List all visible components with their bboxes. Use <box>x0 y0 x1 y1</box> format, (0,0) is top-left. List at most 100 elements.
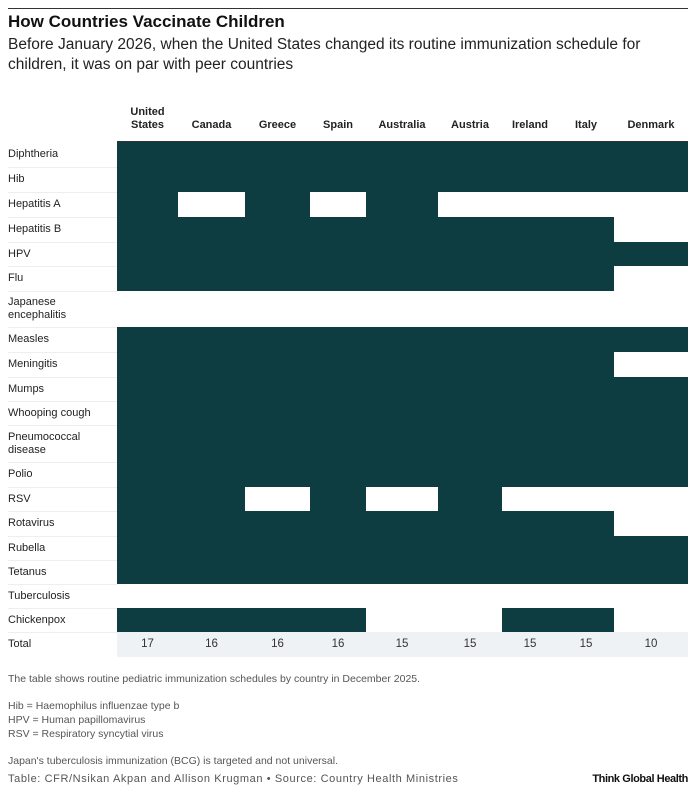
filled-cell <box>178 142 245 167</box>
filled-cell <box>178 511 245 536</box>
description-note: The table shows routine pediatric immuni… <box>8 673 421 685</box>
chart-subtitle: Before January 2026, when the United Sta… <box>8 36 641 73</box>
column-header: Italy <box>574 119 597 131</box>
filled-cell <box>117 401 178 425</box>
filled-cell <box>245 425 310 462</box>
filled-cell <box>558 608 614 632</box>
filled-cell <box>310 560 366 584</box>
row-divider <box>8 327 117 328</box>
row-label: Diphtheria <box>8 148 59 160</box>
filled-cell <box>178 352 245 377</box>
row-label: Rotavirus <box>8 517 55 529</box>
row-divider <box>8 425 117 426</box>
filled-cell <box>178 608 245 632</box>
row-label: Whooping cough <box>8 406 91 419</box>
column-header: Spain <box>323 119 353 131</box>
filled-cell <box>245 266 310 291</box>
filled-cell <box>558 266 614 291</box>
filled-cell <box>438 217 502 242</box>
filled-cell <box>117 352 178 377</box>
column-header: United States <box>130 106 165 131</box>
filled-cell <box>310 217 366 242</box>
column-header: Canada <box>191 119 232 131</box>
filled-cell <box>245 142 310 167</box>
total-value: 15 <box>579 638 593 650</box>
filled-cell <box>614 560 688 584</box>
row-divider <box>8 608 117 609</box>
filled-cell <box>245 511 310 536</box>
filled-cell <box>558 142 614 167</box>
filled-cell <box>245 401 310 425</box>
filled-cell <box>558 425 614 462</box>
filled-cell <box>558 327 614 352</box>
filled-cell <box>245 462 310 487</box>
total-value: 17 <box>141 638 154 650</box>
filled-cell <box>366 192 438 217</box>
row-label: Tetanus <box>8 565 47 578</box>
chart-title: How Countries Vaccinate Children <box>8 12 285 31</box>
row-divider <box>8 487 117 488</box>
filled-cell <box>438 266 502 291</box>
filled-cell <box>178 167 245 192</box>
filled-cell <box>502 425 558 462</box>
row-label: RSV <box>8 492 31 505</box>
filled-cell <box>438 401 502 425</box>
filled-cell <box>178 242 245 266</box>
filled-cell <box>502 167 558 192</box>
filled-cell <box>502 327 558 352</box>
filled-cell <box>310 608 366 632</box>
filled-cell <box>310 425 366 462</box>
row-label: Chickenpox <box>8 613 66 626</box>
row-label: HPV <box>8 247 31 260</box>
filled-cell <box>245 167 310 192</box>
filled-cell <box>614 401 688 425</box>
row-divider <box>8 462 117 463</box>
row-label: Polio <box>8 468 33 480</box>
filled-cell <box>310 377 366 401</box>
filled-cell <box>502 217 558 242</box>
row-divider <box>8 584 117 585</box>
column-header: Greece <box>258 119 297 131</box>
filled-cell <box>614 536 688 560</box>
filled-cell <box>117 266 178 291</box>
filled-cell <box>366 327 438 352</box>
filled-cell <box>310 327 366 352</box>
filled-cell <box>438 487 502 511</box>
filled-cell <box>366 511 438 536</box>
column-header: Denmark <box>627 119 675 131</box>
filled-cell <box>117 377 178 401</box>
top-rule <box>8 8 688 9</box>
filled-cell <box>310 487 366 511</box>
filled-cell <box>117 536 178 560</box>
filled-cell <box>310 352 366 377</box>
row-divider <box>8 167 117 168</box>
filled-cell <box>366 217 438 242</box>
abbr-hib: Hib = Haemophilus influenzae type b <box>8 700 180 712</box>
filled-cell <box>117 142 178 167</box>
filled-cell <box>502 560 558 584</box>
row-label: Measles <box>8 333 49 345</box>
row-divider <box>8 632 117 633</box>
filled-cell <box>502 401 558 425</box>
filled-cell <box>502 352 558 377</box>
row-divider <box>8 511 117 512</box>
filled-cell <box>558 401 614 425</box>
filled-cell <box>117 192 178 217</box>
row-divider <box>8 377 117 378</box>
filled-cell <box>558 462 614 487</box>
filled-cell <box>438 560 502 584</box>
total-value: 16 <box>331 638 345 650</box>
row-divider <box>8 266 117 267</box>
filled-cell <box>366 425 438 462</box>
filled-cell <box>614 167 688 192</box>
filled-cell <box>438 536 502 560</box>
filled-cell <box>502 462 558 487</box>
filled-cell <box>502 608 558 632</box>
filled-cell <box>178 425 245 462</box>
row-label: Tuberculosis <box>8 589 70 602</box>
filled-cell <box>438 462 502 487</box>
filled-cell <box>366 560 438 584</box>
row-label: Rubella <box>8 541 46 554</box>
filled-cell <box>366 401 438 425</box>
filled-cell <box>614 242 688 266</box>
